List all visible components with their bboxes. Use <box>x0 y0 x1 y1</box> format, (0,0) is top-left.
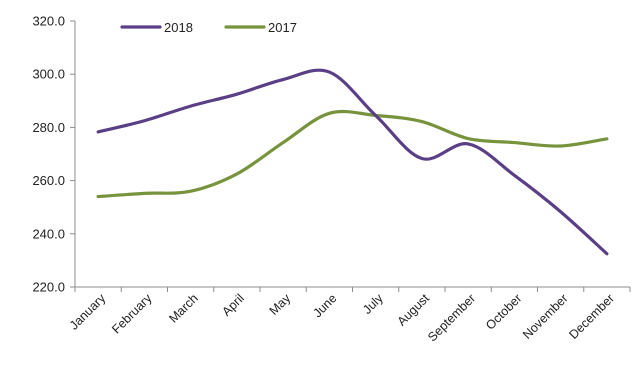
series-line-2018 <box>96 68 609 256</box>
y-tick-label: 280.0 <box>32 120 65 135</box>
y-tick-label: 240.0 <box>32 226 65 241</box>
y-axis-ticks: 220.0 240.0 260.0 280.0 300.0 320.0 <box>32 14 75 295</box>
x-tick-label: May <box>267 291 294 318</box>
x-tick-label: August <box>395 291 433 329</box>
x-tick-label: December <box>566 291 617 342</box>
y-tick-label: 300.0 <box>32 67 65 82</box>
y-tick-label: 220.0 <box>32 280 65 295</box>
x-tick-label: June <box>310 291 339 320</box>
x-tick-label: January <box>67 291 109 333</box>
y-tick-label: 260.0 <box>32 173 65 188</box>
x-axis-ticks: January February March April May June July Augu… <box>67 287 631 344</box>
legend-label-2017: 2017 <box>268 20 297 35</box>
x-tick-label: April <box>219 291 247 319</box>
x-tick-label: September <box>425 291 478 344</box>
series-line-2017 <box>96 109 609 199</box>
x-tick-label: November <box>520 291 571 342</box>
series-lines <box>96 68 609 256</box>
x-tick-label: March <box>166 291 200 325</box>
x-tick-label: February <box>109 291 155 337</box>
x-tick-label: October <box>483 291 524 332</box>
legend: 2018 2017 <box>120 20 297 35</box>
legend-label-2018: 2018 <box>164 20 193 35</box>
x-tick-label: July <box>360 291 386 317</box>
axes <box>74 21 630 288</box>
y-tick-label: 320.0 <box>32 14 65 29</box>
